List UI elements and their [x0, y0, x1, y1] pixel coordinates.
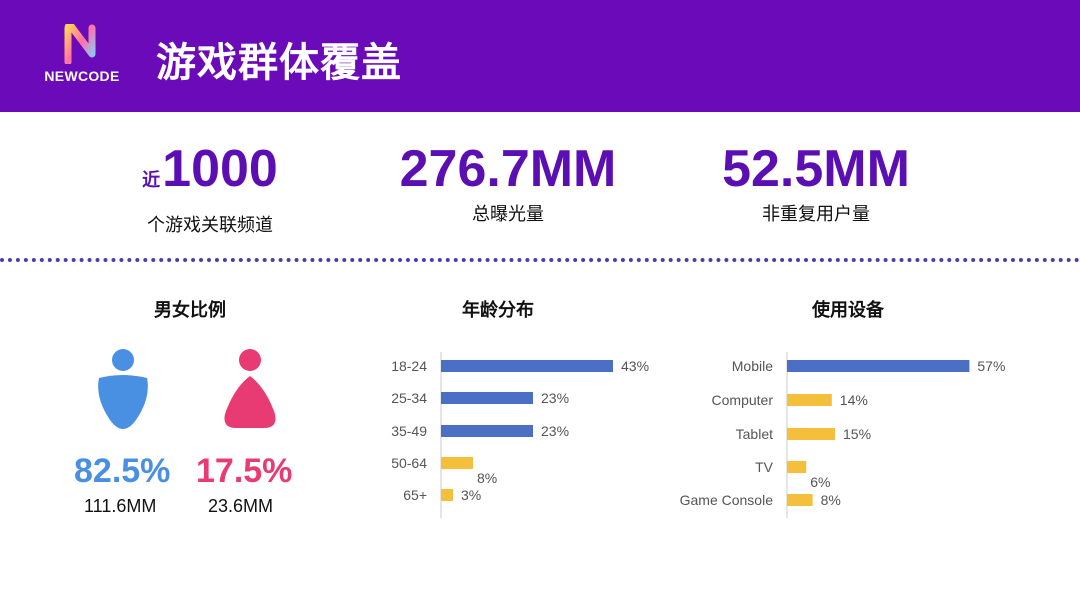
- bar: [787, 461, 807, 473]
- page-title: 游戏群体覆盖: [156, 40, 402, 86]
- female-count: 23.6MM: [208, 496, 274, 516]
- category-label: Game Console: [680, 492, 774, 508]
- bar: [441, 457, 473, 469]
- value-label: 14%: [840, 392, 868, 408]
- male-count: 111.6MM: [84, 496, 157, 516]
- category-label: Mobile: [732, 358, 773, 374]
- bar: [787, 494, 813, 506]
- bar: [441, 360, 613, 372]
- category-label: Tablet: [736, 426, 773, 442]
- value-label: 23%: [541, 390, 569, 406]
- stat-value: 52.5MM: [722, 140, 910, 198]
- stat-channels: 近1000 个游戏关联频道: [128, 140, 292, 237]
- category-label: 18-24: [391, 358, 427, 374]
- stat-impressions: 276.7MM 总曝光量: [390, 140, 626, 226]
- female-percentage: 17.5%: [196, 452, 293, 490]
- dotted-divider: [0, 258, 1080, 262]
- stat-label: 总曝光量: [472, 204, 544, 225]
- bar: [787, 394, 832, 406]
- logo-text: NEWCODE: [44, 68, 120, 84]
- value-label: 23%: [541, 423, 569, 439]
- value-label: 8%: [821, 492, 841, 508]
- male-icon: [98, 349, 148, 429]
- header-bar: NEWCODE 游戏群体覆盖: [0, 0, 1080, 112]
- n-logo-icon: [64, 24, 96, 64]
- stat-label: 个游戏关联频道: [147, 215, 273, 236]
- value-label: 6%: [810, 474, 830, 490]
- bar: [787, 360, 970, 372]
- bar: [441, 425, 533, 437]
- bar: [787, 428, 835, 440]
- category-label: 25-34: [391, 390, 427, 406]
- value-label: 57%: [977, 358, 1005, 374]
- category-label: 65+: [403, 487, 427, 503]
- category-label: 35-49: [391, 423, 427, 439]
- category-label: 50-64: [391, 455, 427, 471]
- gender-title: 男女比例: [154, 300, 226, 321]
- age-distribution-chart: 18-24 43% 25-34 23% 35-49 23% 50-64 8% 65+ 3%: [391, 352, 649, 518]
- category-label: Computer: [712, 392, 774, 408]
- category-label: TV: [755, 459, 774, 475]
- male-percentage: 82.5%: [74, 452, 171, 490]
- device-title: 使用设备: [812, 300, 884, 321]
- bar: [441, 489, 453, 501]
- value-label: 8%: [477, 470, 497, 486]
- female-icon: [224, 349, 276, 428]
- stat-prefix: 近: [142, 170, 161, 190]
- age-title: 年龄分布: [462, 300, 534, 321]
- stat-value: 276.7MM: [399, 140, 617, 198]
- device-usage-chart: Mobile 57% Computer 14% Tablet 15% TV 6% Game Co…: [680, 352, 1005, 518]
- value-label: 43%: [621, 358, 649, 374]
- stat-unique-users: 52.5MM 非重复用户量: [712, 140, 920, 226]
- newcode-logo: NEWCODE: [42, 24, 122, 86]
- value-label: 15%: [843, 426, 871, 442]
- bar: [441, 392, 533, 404]
- stat-value: 1000: [162, 140, 278, 198]
- stat-label: 非重复用户量: [762, 204, 870, 225]
- value-label: 3%: [461, 487, 481, 503]
